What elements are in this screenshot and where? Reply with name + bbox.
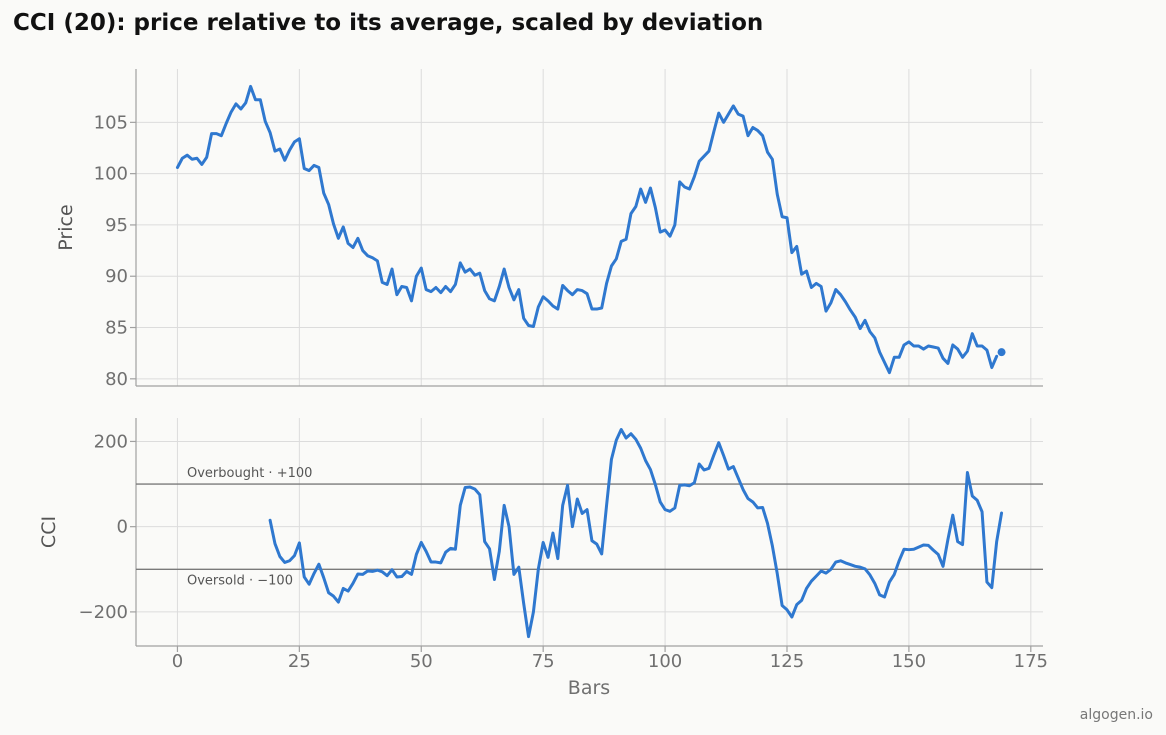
price-y-axis-label: Price [55,204,77,250]
cci-panel: −200 0 200 CCI Overbought · +100 Oversold · −… [38,418,1043,647]
reference-line-label: Overbought · +100 [187,466,312,481]
cci-series-line [268,428,1004,639]
price-series-line [175,84,999,375]
x-axis: 0 25 50 75 100 125 150 175 [172,646,1048,672]
cci-y-tick-label: −200 [79,602,128,623]
price-panel: 80 85 90 95 100 105 Price [55,69,1043,390]
x-axis-label: Bars [568,677,610,699]
chart-title: CCI (20): price relative to its average,… [13,10,763,36]
price-y-tick-label: 90 [105,266,128,287]
reference-line-label: Oversold · −100 [187,573,293,588]
price-last-point-marker [997,348,1006,357]
price-y-tick-label: 95 [105,215,128,236]
watermark: algogen.io [1080,707,1153,723]
x-tick-label: 0 [172,651,183,672]
cci-y-tick-label: 200 [94,431,128,452]
price-y-tick-label: 100 [94,164,128,185]
price-y-tick-label: 80 [105,369,128,390]
x-tick-label: 50 [410,651,433,672]
x-tick-label: 125 [770,651,804,672]
x-tick-label: 100 [648,651,682,672]
x-tick-label: 25 [288,651,311,672]
price-y-tick-label: 105 [94,112,128,133]
x-tick-label: 175 [1014,651,1048,672]
cci-y-axis-label: CCI [38,516,60,548]
price-y-tick-label: 85 [105,318,128,339]
x-tick-label: 75 [532,651,555,672]
cci-y-tick-label: 0 [117,517,128,538]
x-tick-label: 150 [892,651,926,672]
